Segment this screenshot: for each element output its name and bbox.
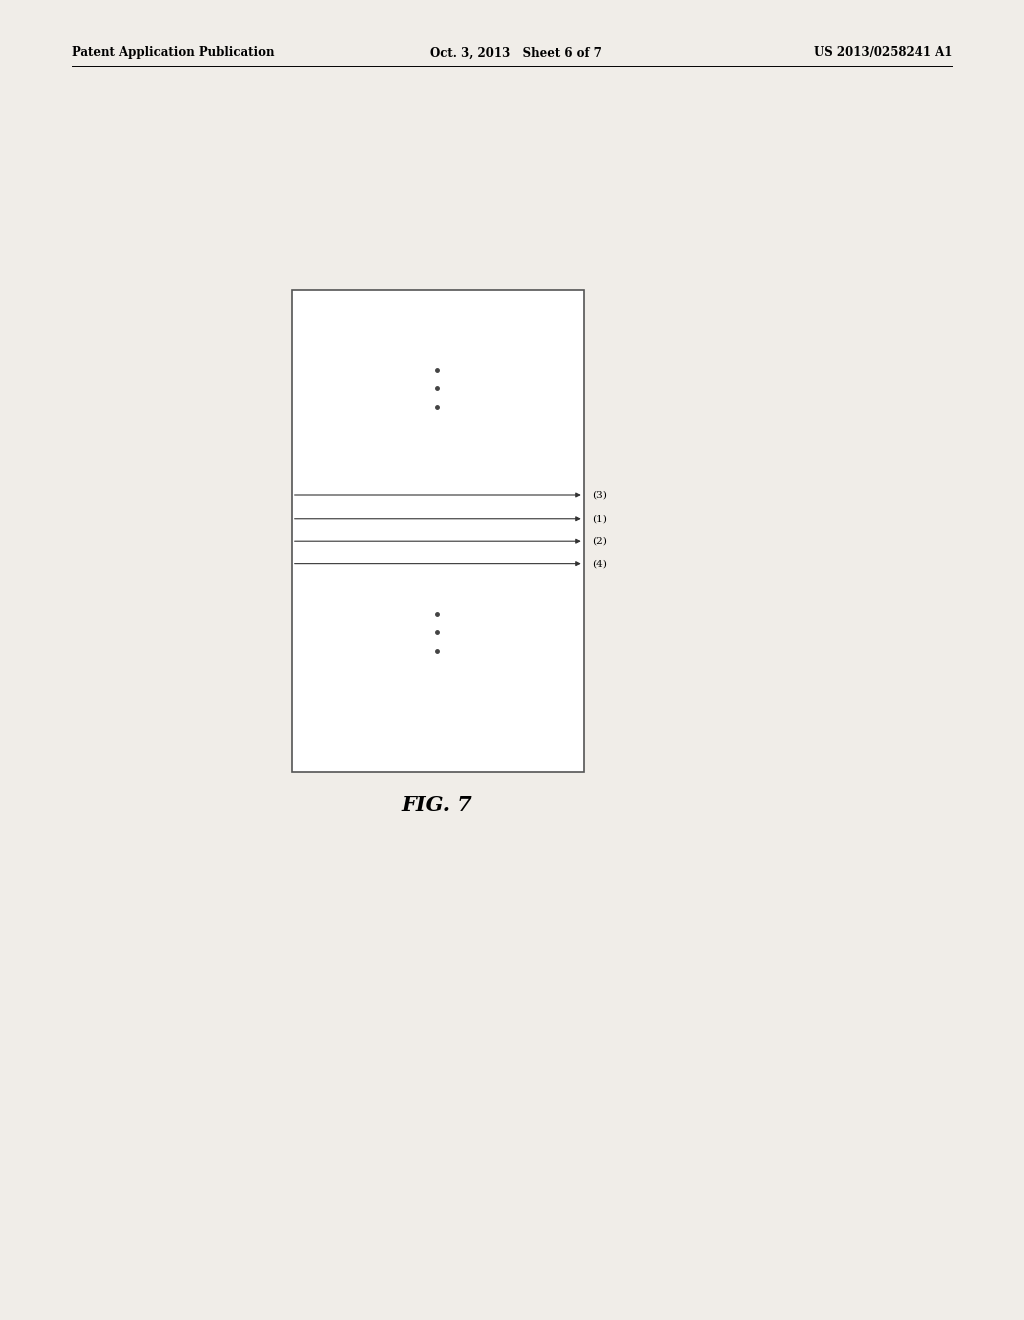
Text: Oct. 3, 2013   Sheet 6 of 7: Oct. 3, 2013 Sheet 6 of 7 [430, 46, 602, 59]
Bar [292, 290, 584, 772]
Text: (1): (1) [592, 515, 607, 523]
Text: (4): (4) [592, 560, 607, 568]
Text: (2): (2) [592, 537, 607, 545]
Text: (3): (3) [592, 491, 607, 499]
Text: US 2013/0258241 A1: US 2013/0258241 A1 [814, 46, 952, 59]
Text: FIG. 7: FIG. 7 [401, 795, 473, 816]
Text: Patent Application Publication: Patent Application Publication [72, 46, 274, 59]
